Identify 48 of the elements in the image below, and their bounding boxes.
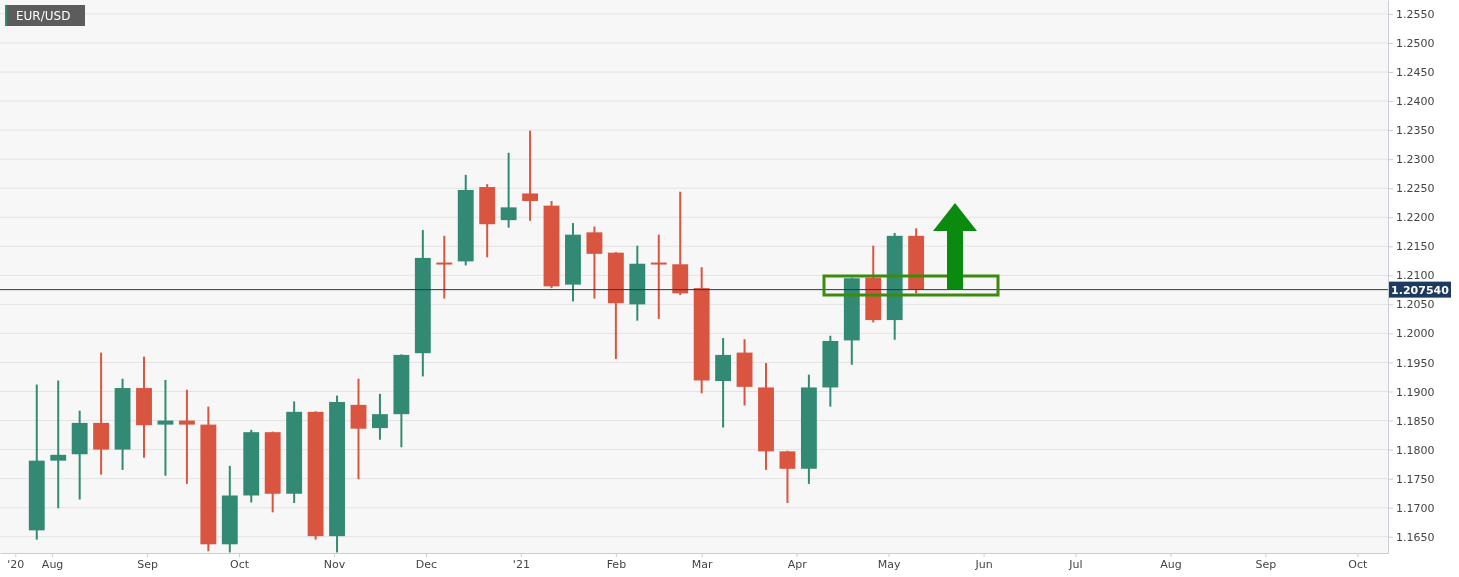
y-tick-label: 1.1800: [1396, 443, 1435, 457]
x-tick-label: Mar: [691, 557, 714, 571]
candlestick: [522, 129, 539, 222]
x-tick-label: Feb: [606, 557, 627, 571]
y-tick-label: 1.2100: [1396, 269, 1435, 283]
ref-line-label: 1.207540: [1391, 283, 1450, 297]
y-tick-label: 1.2050: [1396, 298, 1435, 312]
candlestick: [436, 234, 453, 300]
y-tick-label: 1.1850: [1396, 414, 1435, 428]
x-tick-label: '21: [512, 557, 530, 571]
y-tick-label: 1.2000: [1396, 327, 1435, 341]
x-tick-label: Jun: [974, 557, 993, 571]
y-tick-label: 1.2400: [1396, 95, 1435, 109]
x-tick-label: Jul: [1068, 557, 1083, 571]
text: EUR/USD: [16, 9, 71, 23]
y-tick-label: 1.2200: [1396, 211, 1435, 225]
x-tick-label: Aug: [41, 557, 64, 571]
y-tick-label: 1.2350: [1396, 124, 1435, 138]
y-tick-label: 1.2450: [1396, 66, 1435, 80]
candlestick: [350, 377, 367, 481]
x-tick-label: Sep: [1255, 557, 1277, 571]
y-tick-label: 1.2500: [1396, 37, 1435, 51]
y-tick-label: 1.2300: [1396, 153, 1435, 167]
x-tick-label: Oct: [229, 557, 250, 571]
y-tick-label: 1.2250: [1396, 182, 1435, 196]
y-tick-label: 1.2550: [1396, 7, 1435, 21]
y-tick-label: 1.1700: [1396, 501, 1435, 515]
y-tick-label: 1.1750: [1396, 472, 1435, 486]
y-tick-label: 1.1950: [1396, 356, 1435, 370]
x-tick-label: '20: [7, 557, 25, 571]
candlestick: [178, 388, 195, 485]
y-tick-label: 1.2150: [1396, 240, 1435, 254]
x-tick-label: May: [877, 557, 901, 571]
candlestick: [157, 378, 174, 477]
x-tick-label: Oct: [1348, 557, 1369, 571]
candlestick: [650, 233, 667, 320]
x-tick-label: Apr: [787, 557, 808, 571]
candlestick: [779, 449, 796, 505]
candlestick: [50, 379, 67, 510]
x-tick-label: Nov: [323, 557, 346, 571]
y-tick-label: 1.1650: [1396, 530, 1435, 544]
y-tick-label: 1.1900: [1396, 385, 1435, 399]
candlestick: [500, 151, 517, 229]
x-tick-label: Sep: [137, 557, 158, 571]
x-tick-label: Aug: [1160, 557, 1182, 571]
x-tick-label: Dec: [415, 557, 438, 571]
candlestick: [372, 392, 388, 441]
candlestick: [586, 225, 603, 300]
